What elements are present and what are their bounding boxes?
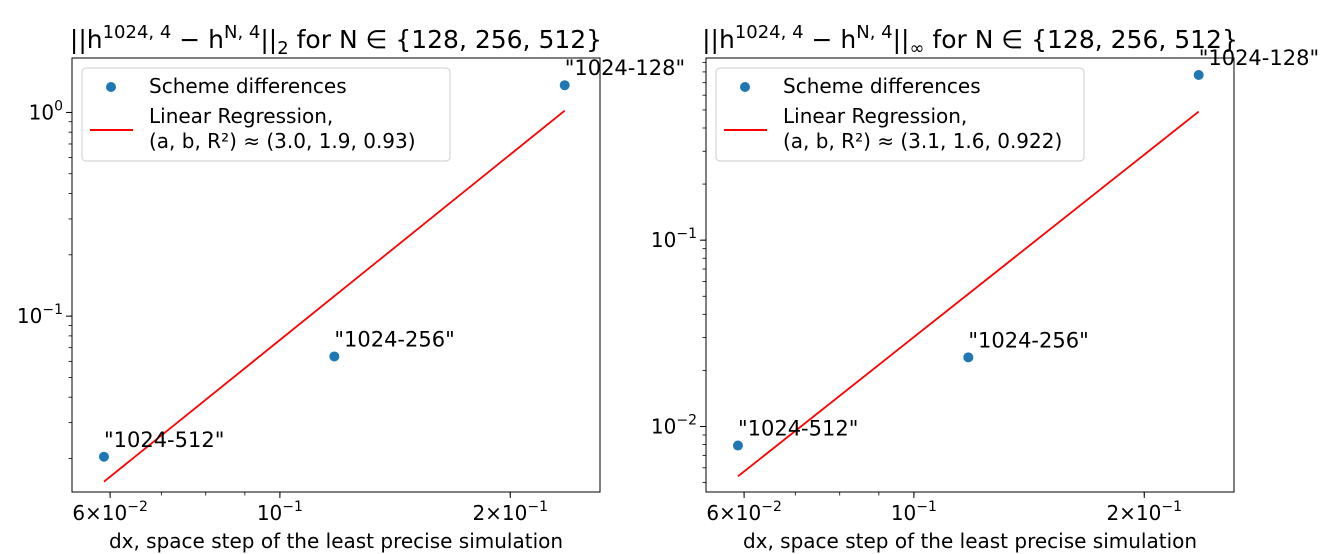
tick-base: 10 <box>257 501 282 525</box>
legend: Scheme differences Linear Regression, (a,… <box>715 67 1085 162</box>
x-tick-label: 10−1 <box>257 499 303 525</box>
tick-exponent: −1 <box>42 302 63 318</box>
title-part: ||h <box>70 25 103 54</box>
legend-label-regression-params: (a, b, R²) ≈ (3.0, 1.9, 0.93) <box>149 129 416 153</box>
tick-base: 10 <box>29 100 54 124</box>
chart-title: ||h1024, 4 − hN, 4||∞ for N ∈ {128, 256,… <box>702 22 1238 59</box>
legend-label-scatter: Scheme differences <box>783 74 981 98</box>
tick-base: 2×10 <box>1106 501 1161 525</box>
legend-marker-scatter <box>740 82 750 92</box>
tick-exponent: 0 <box>54 98 63 114</box>
x-axis-label: dx, space step of the least precise simu… <box>743 529 1197 553</box>
legend: Scheme differences Linear Regression, (a,… <box>81 67 451 162</box>
data-point <box>98 451 109 462</box>
tick-exponent: −1 <box>282 499 303 515</box>
legend-label-scatter: Scheme differences <box>149 74 347 98</box>
tick-exponent: −1 <box>916 499 937 515</box>
y-tick-label: 10−1 <box>651 226 697 252</box>
tick-exponent: −2 <box>676 412 697 428</box>
chart-panel-2: ||h1024, 4 − hN, 4||∞ for N ∈ {128, 256,… <box>651 22 1319 553</box>
title-superscript: 1024, 4 <box>103 22 172 43</box>
data-point <box>732 440 743 451</box>
plot-frame <box>71 57 601 493</box>
data-point <box>1193 69 1204 80</box>
legend-box <box>81 67 451 162</box>
tick-exponent: −1 <box>676 226 697 242</box>
title-part: − h <box>804 25 857 54</box>
point-annotation: "1024-512" <box>104 428 224 452</box>
tick-base: 10 <box>651 228 676 252</box>
data-point <box>963 352 974 363</box>
legend-label-regression: Linear Regression, <box>783 104 967 128</box>
title-part: || <box>260 25 277 54</box>
tick-exponent: −1 <box>527 499 548 515</box>
plot-frame <box>705 57 1235 493</box>
title-part: for N ∈ {128, 256, 512} <box>289 25 602 54</box>
tick-base: 6×10 <box>72 501 127 525</box>
title-part: ||h <box>702 25 735 54</box>
y-tick-label: 10−1 <box>17 302 63 328</box>
data-point <box>329 351 340 362</box>
title-part: for N ∈ {128, 256, 512} <box>924 25 1237 54</box>
tick-exponent: −2 <box>127 499 148 515</box>
tick-exponent: −1 <box>1161 499 1182 515</box>
title-subscript: 2 <box>277 38 288 59</box>
x-tick-label: 10−1 <box>891 499 937 525</box>
x-axis-label: dx, space step of the least precise simu… <box>109 529 563 553</box>
legend-box <box>715 67 1085 162</box>
x-tick-label: 6×10−2 <box>706 499 782 525</box>
point-annotation: "1024-256" <box>968 328 1088 352</box>
chart-panel-1: ||h1024, 4 − hN, 4||2 for N ∈ {128, 256,… <box>17 22 685 553</box>
tick-base: 10 <box>17 304 42 328</box>
title-superscript: 1024, 4 <box>735 22 804 43</box>
tick-base: 10 <box>891 501 916 525</box>
legend-label-regression: Linear Regression, <box>149 104 333 128</box>
data-point <box>559 80 570 91</box>
legend-label-regression-params: (a, b, R²) ≈ (3.1, 1.6, 0.922) <box>783 129 1062 153</box>
title-superscript: N, 4 <box>224 22 260 43</box>
regression-line <box>103 109 566 483</box>
y-tick-label: 10−2 <box>651 412 697 438</box>
title-superscript: N, 4 <box>856 22 892 43</box>
legend-marker-scatter <box>106 82 116 92</box>
x-tick-label: 2×10−1 <box>472 499 548 525</box>
tick-base: 10 <box>651 414 676 438</box>
x-tick-label: 2×10−1 <box>1106 499 1182 525</box>
tick-base: 2×10 <box>472 501 527 525</box>
title-subscript: ∞ <box>909 38 924 59</box>
y-tick-label: 100 <box>29 98 63 124</box>
title-part: || <box>893 25 910 54</box>
x-tick-label: 6×10−2 <box>72 499 148 525</box>
point-annotation: "1024-512" <box>738 417 858 441</box>
regression-line <box>737 110 1200 478</box>
chart-title: ||h1024, 4 − hN, 4||2 for N ∈ {128, 256,… <box>70 22 602 59</box>
title-part: − h <box>171 25 224 54</box>
point-annotation: "1024-256" <box>334 327 454 351</box>
tick-exponent: −2 <box>761 499 782 515</box>
tick-base: 6×10 <box>706 501 761 525</box>
point-annotation: "1024-128" <box>565 56 685 80</box>
